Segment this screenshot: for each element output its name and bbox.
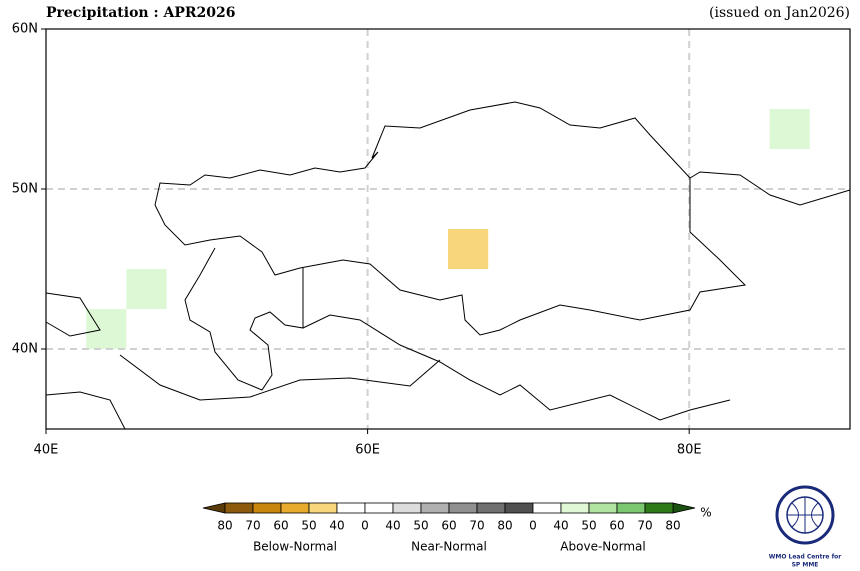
colorbar-segment — [532, 502, 562, 514]
colorbar-label: 50 — [581, 519, 596, 533]
colorbar-label: 60 — [273, 519, 288, 533]
colorbar-label: 40 — [553, 519, 568, 533]
logo: WMO Lead Centre for SP MME — [769, 485, 842, 569]
colorbar-group: Above-Normal — [560, 540, 645, 554]
coastline — [154, 178, 747, 336]
colorbar-segment — [364, 502, 394, 514]
cells — [86, 109, 810, 349]
grid — [46, 29, 850, 429]
colorbar-label: 70 — [245, 519, 260, 533]
coastline — [302, 314, 731, 421]
coastline — [119, 354, 441, 401]
axes: 40E 60E 80E 60N 50N 40N — [12, 22, 702, 458]
colorbar-segment — [644, 502, 674, 514]
logo-lines — [787, 497, 823, 533]
colorbar-label: 70 — [637, 519, 652, 533]
colorbar-label: 50 — [413, 519, 428, 533]
colorbar-over — [672, 502, 696, 514]
colorbar-label: 0 — [361, 519, 369, 533]
forecast-cell — [126, 269, 167, 309]
y-tick-label: 60N — [12, 22, 38, 37]
colorbar-label: 80 — [497, 519, 512, 533]
colorbar-label: 40 — [385, 519, 400, 533]
colorbar-segment — [280, 502, 310, 514]
coastline — [184, 247, 304, 391]
coastlines — [45, 101, 851, 430]
forecast-cell — [769, 109, 810, 149]
coastline — [154, 101, 851, 206]
colorbar-unit: % — [700, 506, 711, 520]
colorbar-segment — [336, 502, 366, 514]
colorbar-label: 80 — [665, 519, 680, 533]
colorbar-segment — [560, 502, 590, 514]
colorbar-under — [202, 502, 226, 514]
colorbar-segment — [308, 502, 338, 514]
colorbar-label: 40 — [329, 519, 344, 533]
colorbar-label: 70 — [469, 519, 484, 533]
y-tick-label: 40N — [12, 342, 38, 357]
coastline — [45, 391, 126, 430]
colorbar-label: 60 — [609, 519, 624, 533]
colorbar-label: 80 — [217, 519, 232, 533]
colorbar-label: 0 — [529, 519, 537, 533]
issued: (issued on Jan2026) — [709, 5, 850, 21]
colorbar-segment — [448, 502, 478, 514]
colorbar-segment — [420, 502, 450, 514]
colorbar-segment — [476, 502, 506, 514]
colorbar-segment — [392, 502, 422, 514]
x-tick-label: 80E — [677, 443, 702, 458]
colorbar-group: Near-Normal — [411, 540, 487, 554]
title: Precipitation : APR2026 — [46, 5, 236, 21]
x-tick-label: 60E — [355, 443, 380, 458]
logo-text: WMO Lead Centre for — [769, 554, 842, 561]
forecast-cell — [86, 309, 127, 349]
colorbar: 80 70 60 50 40 0 40 50 60 70 80 0 40 50 60 70 80% Below-N… — [202, 502, 712, 554]
colorbar-group: Below-Normal — [253, 540, 337, 554]
forecast-cell — [448, 229, 489, 269]
x-tick-label: 40E — [34, 443, 59, 458]
colorbar-segment — [224, 502, 254, 514]
y-tick-label: 50N — [12, 182, 38, 197]
colorbar-segment — [504, 502, 534, 514]
colorbar-label: 60 — [441, 519, 456, 533]
colorbar-segment — [616, 502, 646, 514]
map-frame — [45, 28, 851, 430]
colorbar-segment — [252, 502, 282, 514]
colorbar-label: 50 — [301, 519, 316, 533]
logo-text: SP MME — [792, 562, 819, 569]
coastline — [45, 292, 101, 337]
colorbar-segment — [588, 502, 618, 514]
